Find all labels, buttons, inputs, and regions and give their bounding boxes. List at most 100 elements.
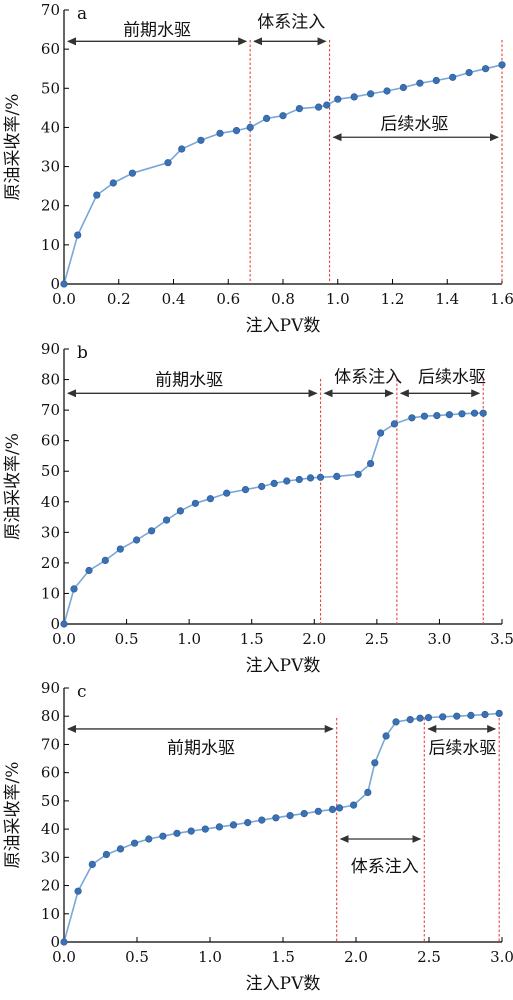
x-tick-label: 0.5 bbox=[115, 630, 139, 648]
x-tick-label: 0.6 bbox=[216, 290, 240, 308]
y-tick-label: 40 bbox=[41, 820, 60, 838]
data-point bbox=[197, 136, 205, 144]
phase-label: 体系注入 bbox=[334, 368, 402, 388]
y-tick-label: 10 bbox=[41, 905, 60, 923]
phase-label: 前期水驱 bbox=[155, 371, 223, 391]
data-point bbox=[60, 938, 68, 946]
x-tick-label: 2.5 bbox=[417, 948, 441, 966]
data-point bbox=[306, 474, 315, 482]
data-point bbox=[482, 65, 490, 73]
y-tick-label: 80 bbox=[41, 707, 60, 725]
data-point bbox=[390, 420, 399, 428]
data-point bbox=[323, 101, 331, 109]
data-point bbox=[187, 827, 195, 835]
phase-label: 体系注入 bbox=[257, 13, 325, 33]
data-point bbox=[131, 839, 139, 847]
x-tick-label: 3.5 bbox=[490, 630, 513, 648]
data-point bbox=[101, 556, 109, 565]
data-point bbox=[328, 805, 337, 814]
data-point bbox=[314, 807, 322, 815]
data-point bbox=[60, 620, 68, 628]
data-point bbox=[133, 536, 141, 544]
data-point bbox=[258, 816, 266, 824]
series-line bbox=[63, 712, 500, 943]
data-point bbox=[244, 818, 252, 827]
data-point bbox=[467, 711, 475, 720]
y-tick-label: 90 bbox=[41, 340, 60, 358]
data-point bbox=[481, 710, 489, 719]
x-tick-label: 0.0 bbox=[52, 290, 76, 308]
data-point bbox=[350, 801, 358, 809]
x-tick-label: 1.0 bbox=[326, 290, 350, 308]
x-tick-label: 3.0 bbox=[490, 948, 513, 966]
data-point bbox=[453, 712, 461, 720]
x-tick-label: 3.0 bbox=[427, 630, 451, 648]
x-tick-label: 2.0 bbox=[344, 948, 368, 966]
y-tick-label: 0 bbox=[50, 933, 60, 951]
data-point bbox=[315, 103, 323, 111]
phase-label: 体系注入 bbox=[351, 857, 419, 877]
y-tick-label: 70 bbox=[41, 401, 60, 419]
data-point bbox=[383, 87, 391, 95]
data-point bbox=[335, 804, 344, 812]
data-point bbox=[300, 809, 308, 818]
data-point bbox=[178, 145, 186, 153]
data-point bbox=[334, 95, 342, 103]
x-tick-label: 1.0 bbox=[177, 630, 201, 648]
data-point bbox=[354, 470, 362, 478]
data-point bbox=[201, 825, 209, 833]
data-point bbox=[272, 814, 280, 822]
panel-letter: a bbox=[77, 4, 87, 24]
y-tick-label: 10 bbox=[41, 236, 60, 254]
y-tick-label: 50 bbox=[41, 792, 60, 810]
x-tick-label: 1.0 bbox=[198, 948, 222, 966]
y-tick-label: 80 bbox=[41, 371, 60, 389]
data-point bbox=[232, 127, 241, 135]
y-tick-label: 50 bbox=[41, 79, 60, 97]
chart-panel-a: 0.0 0.2 0.4 0.6 0.8 1.0 1.2 1.4 1.6 0 10 20 30 40 50 60… bbox=[3, 1, 513, 336]
chart-panel-b: 0.0 0.5 1.0 1.5 2.0 2.5 3.0 3.5 0 10 20 30 40 50 60 70 8… bbox=[3, 340, 513, 676]
data-point bbox=[215, 823, 223, 831]
y-tick-label: 40 bbox=[41, 493, 60, 511]
data-point bbox=[392, 718, 400, 726]
phase-label: 后续水驱 bbox=[428, 738, 496, 758]
y-tick-label: 30 bbox=[41, 848, 60, 866]
y-tick-label: 30 bbox=[41, 158, 60, 176]
y-axis-title: 原油采收率/% bbox=[3, 433, 23, 540]
data-point bbox=[145, 835, 153, 843]
data-point bbox=[364, 788, 372, 797]
data-point bbox=[241, 486, 250, 494]
data-point bbox=[367, 460, 375, 468]
data-point bbox=[399, 83, 408, 92]
data-point bbox=[420, 412, 429, 420]
chart-panel-c: 0.0 0.5 1.0 1.5 2.0 2.5 3.0 0 10 20 30 40 50 60 70 80 90… bbox=[3, 679, 513, 994]
x-tick-label: 0.5 bbox=[125, 948, 149, 966]
y-axis-title: 原油采收率/% bbox=[3, 762, 23, 869]
data-point bbox=[295, 104, 304, 113]
data-point bbox=[316, 473, 325, 481]
x-axis-title: 注入PV数 bbox=[246, 656, 321, 676]
data-point bbox=[116, 545, 124, 553]
x-tick-label: 0.0 bbox=[52, 948, 76, 966]
panel-letter: c bbox=[77, 682, 87, 702]
data-point bbox=[60, 280, 68, 288]
data-point bbox=[382, 732, 390, 740]
data-point bbox=[295, 475, 303, 484]
y-tick-label: 20 bbox=[41, 554, 60, 572]
data-point bbox=[258, 482, 266, 491]
data-point bbox=[246, 123, 254, 131]
data-point bbox=[445, 411, 454, 419]
x-tick-label: 1.4 bbox=[435, 290, 459, 308]
y-tick-label: 30 bbox=[41, 523, 60, 541]
data-point bbox=[498, 61, 506, 69]
x-axis-title: 注入PV数 bbox=[246, 316, 321, 336]
data-point bbox=[206, 495, 214, 503]
data-point bbox=[424, 713, 433, 722]
y-tick-label: 60 bbox=[41, 432, 60, 450]
x-tick-label: 0.2 bbox=[107, 290, 131, 308]
data-point bbox=[367, 90, 375, 98]
y-tick-label: 70 bbox=[41, 1, 60, 19]
data-point bbox=[191, 499, 199, 507]
data-point bbox=[350, 93, 358, 101]
